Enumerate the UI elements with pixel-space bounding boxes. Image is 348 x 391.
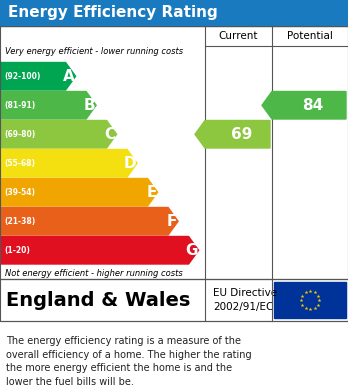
Polygon shape (0, 63, 76, 90)
Text: F: F (167, 214, 177, 229)
Bar (0, 279, 348, 321)
Text: EU Directive
2002/91/EC: EU Directive 2002/91/EC (213, 288, 277, 312)
Polygon shape (0, 208, 178, 235)
Text: Not energy efficient - higher running costs: Not energy efficient - higher running co… (5, 269, 183, 278)
Text: The energy efficiency rating is a measure of the
overall efficiency of a home. T: The energy efficiency rating is a measur… (6, 336, 252, 387)
Text: E: E (146, 185, 157, 200)
Text: (55-68): (55-68) (4, 159, 35, 168)
Text: C: C (104, 127, 116, 142)
Text: A: A (63, 69, 74, 84)
Polygon shape (0, 237, 199, 264)
Text: 69: 69 (231, 127, 252, 142)
Polygon shape (0, 149, 137, 177)
Bar (0, 26, 348, 279)
Bar (0, 0, 348, 26)
Text: (1-20): (1-20) (4, 246, 30, 255)
Polygon shape (0, 120, 117, 148)
Text: Current: Current (219, 31, 258, 41)
Text: England & Wales: England & Wales (6, 291, 190, 310)
Text: 84: 84 (302, 98, 324, 113)
Text: Very energy efficient - lower running costs: Very energy efficient - lower running co… (5, 47, 183, 56)
Polygon shape (0, 179, 158, 206)
Text: B: B (84, 98, 95, 113)
Polygon shape (0, 91, 96, 119)
Polygon shape (195, 120, 270, 148)
Text: (81-91): (81-91) (4, 101, 35, 110)
Text: (39-54): (39-54) (4, 188, 35, 197)
Text: (21-38): (21-38) (4, 217, 35, 226)
Bar (274, 282, 346, 318)
Text: Energy Efficiency Rating: Energy Efficiency Rating (8, 5, 218, 20)
Text: G: G (185, 243, 198, 258)
Text: (92-100): (92-100) (4, 72, 40, 81)
Text: Potential: Potential (287, 31, 333, 41)
Text: D: D (124, 156, 136, 171)
Polygon shape (262, 91, 346, 119)
Text: (69-80): (69-80) (4, 130, 35, 139)
